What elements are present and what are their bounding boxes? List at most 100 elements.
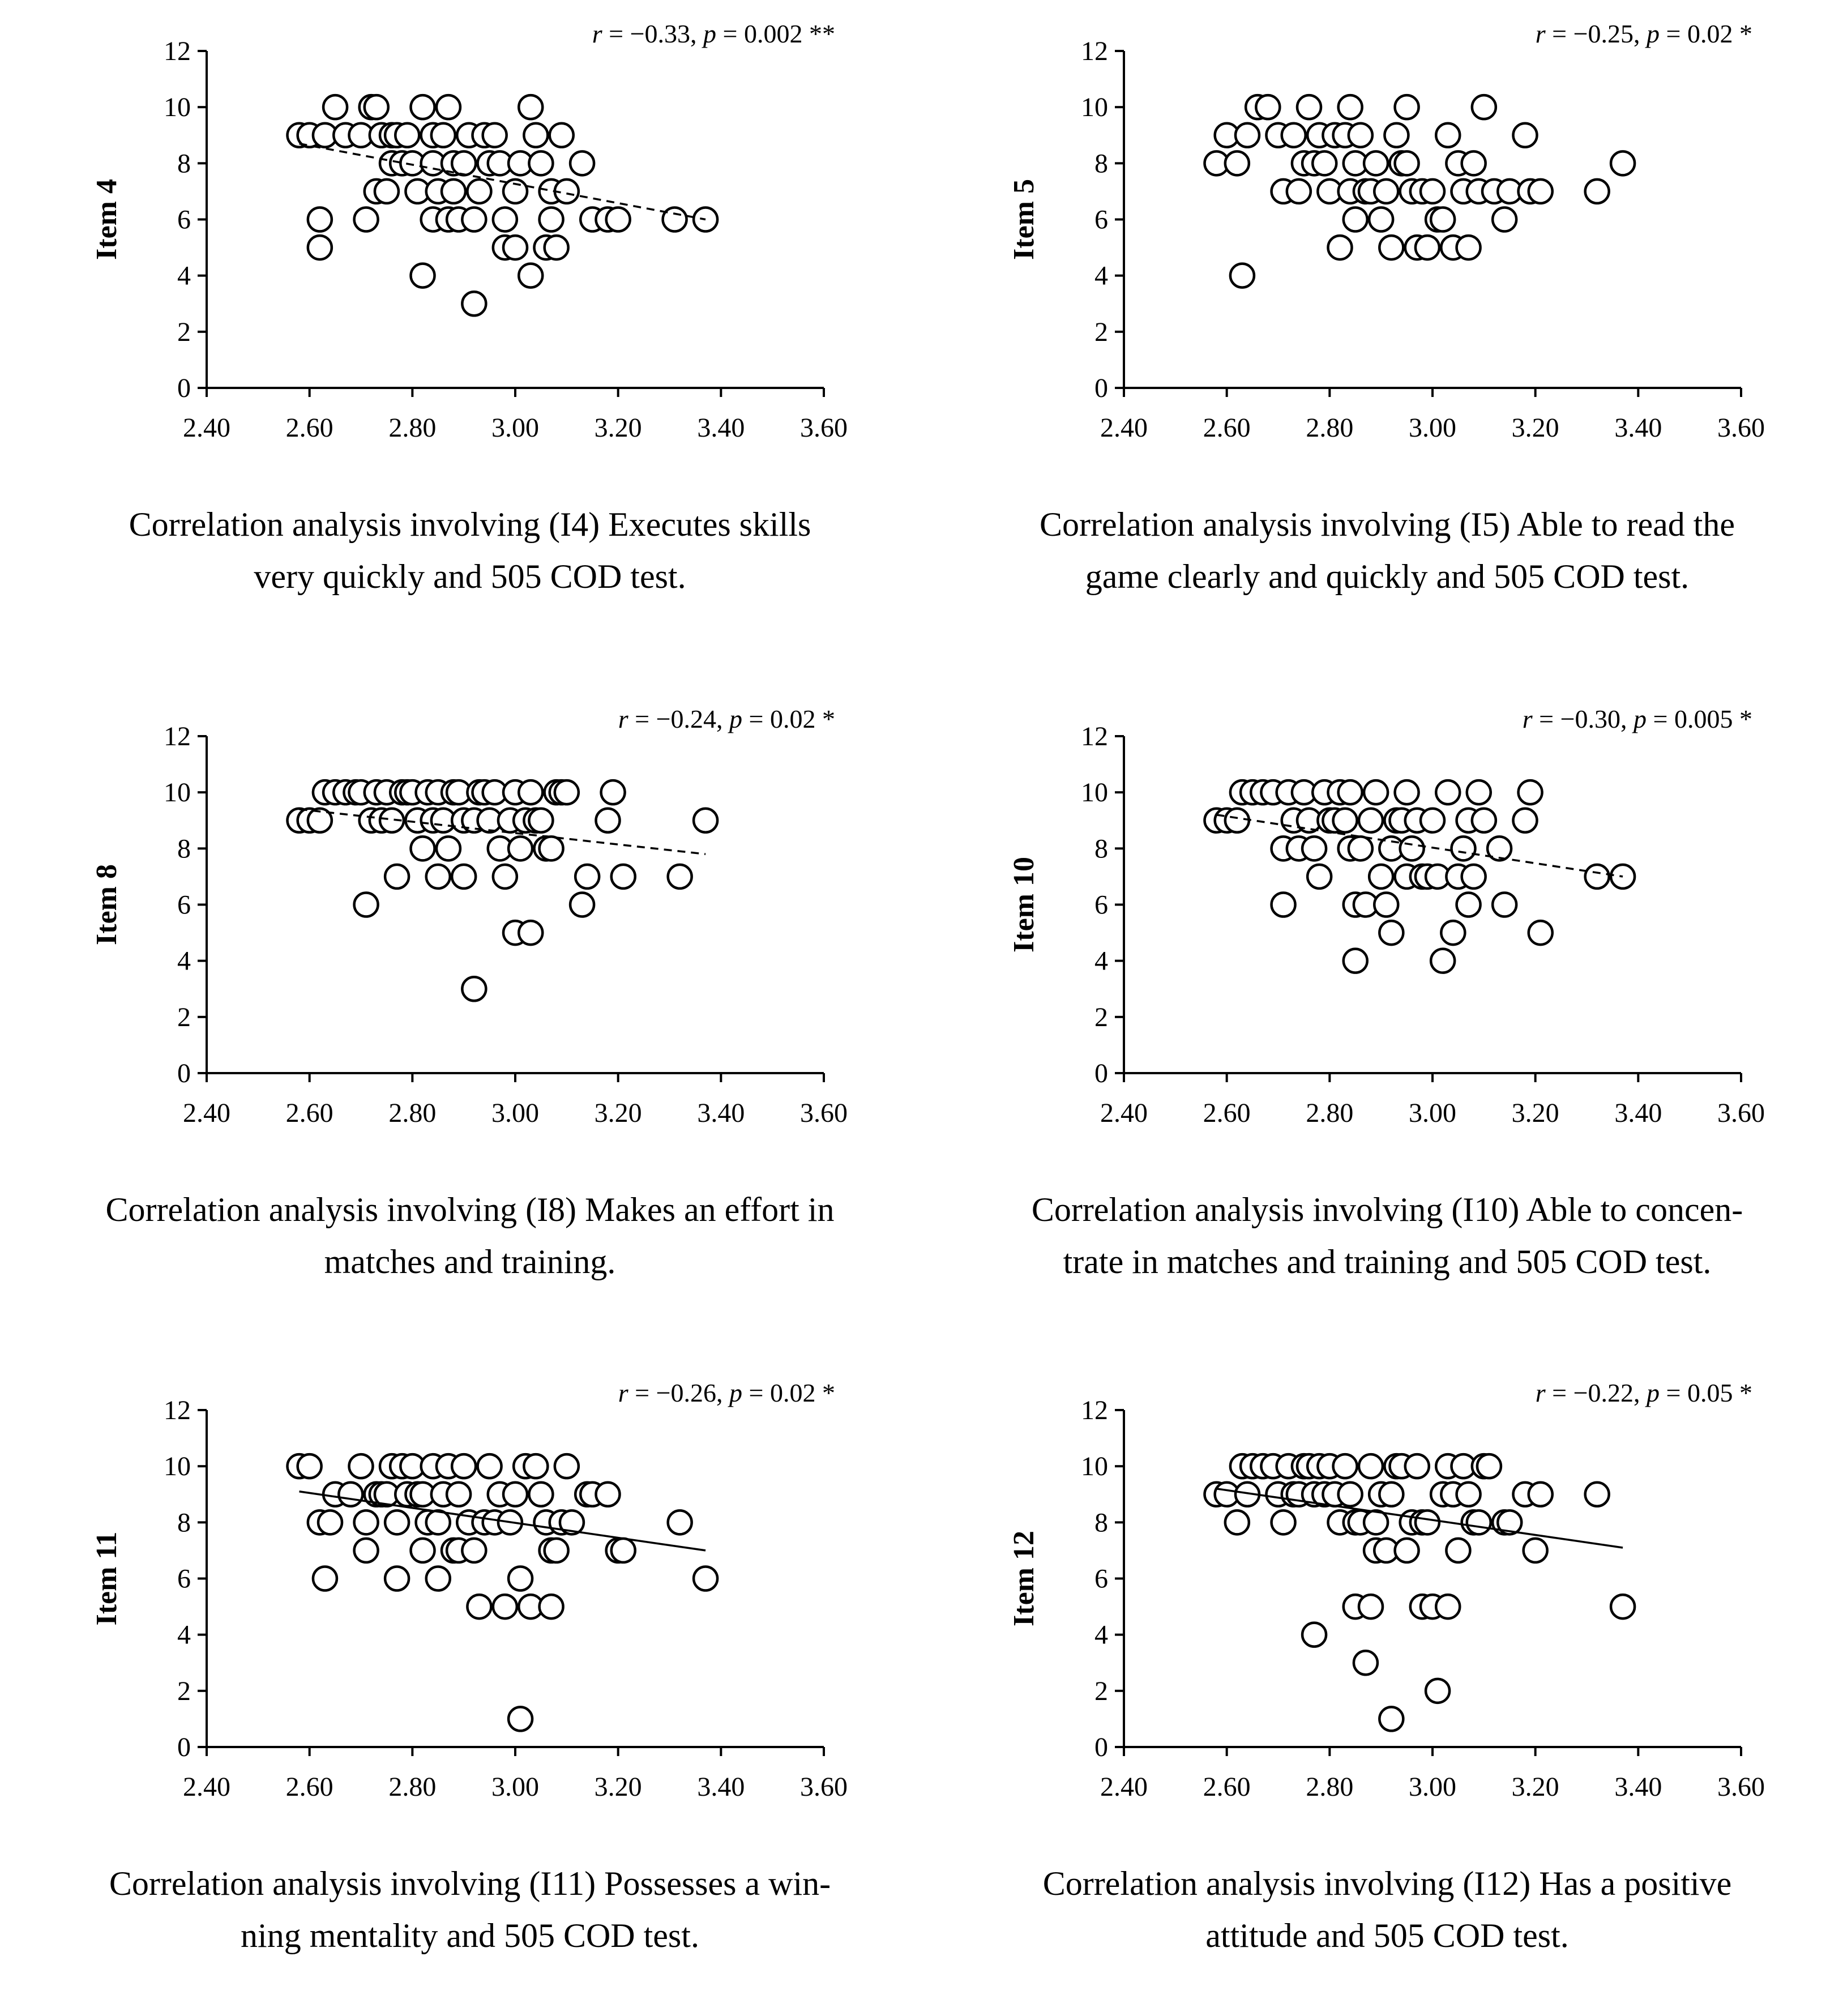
y-axis-label: Item 11 <box>91 1531 123 1625</box>
data-point <box>692 807 719 834</box>
data-point <box>1424 1677 1451 1705</box>
x-tick-label: 3.40 <box>697 1772 745 1802</box>
y-tick-label: 8 <box>177 834 191 864</box>
data-point <box>502 234 529 261</box>
data-point <box>666 1509 693 1536</box>
data-point <box>1332 807 1358 834</box>
x-tick-label: 2.40 <box>1100 413 1148 443</box>
chart-panel-item11: 0 2 4 6 8 10 12 2.40 2.60 2.80 3.00 3.20 3.40 3.60 Ite… <box>17 1370 923 2016</box>
data-point <box>450 150 477 177</box>
data-point <box>348 1453 374 1480</box>
y-tick-label: 10 <box>1081 778 1108 808</box>
y-tick-label: 10 <box>1081 92 1108 122</box>
x-tick-label: 3.00 <box>1409 413 1456 443</box>
data-point <box>425 1509 451 1536</box>
caption-line-1: Correlation analysis involving (I12) Has… <box>1042 1865 1732 1902</box>
data-point <box>553 1453 580 1480</box>
data-point <box>553 779 580 806</box>
x-tick-label: 2.40 <box>1100 1098 1148 1128</box>
data-point <box>610 863 636 890</box>
caption-line-2: very quickly and 505 COD test. <box>254 558 686 595</box>
data-point <box>605 206 631 233</box>
data-point <box>337 1481 364 1507</box>
data-point <box>1455 234 1482 261</box>
x-tick-label: 2.80 <box>1306 413 1353 443</box>
data-point <box>523 1453 549 1480</box>
data-point <box>1429 947 1456 974</box>
data-point <box>1357 807 1384 834</box>
data-point <box>1609 150 1636 177</box>
x-tick-label: 3.20 <box>1512 1772 1559 1802</box>
y-tick-label: 12 <box>164 36 191 66</box>
data-point <box>1295 93 1323 121</box>
y-tick-label: 10 <box>1081 1451 1108 1481</box>
data-point <box>1357 1593 1384 1620</box>
data-point <box>1465 1509 1492 1536</box>
data-point <box>538 1593 565 1620</box>
stat-symbol: r <box>1536 1378 1546 1407</box>
correlation-annotation: r = −0.30, p = 0.005 * <box>1523 704 1752 733</box>
stat-symbol: p <box>1632 704 1647 733</box>
caption-item8: Correlation analysis involving (I8) Make… <box>17 1184 923 1288</box>
y-tick-label: 10 <box>164 778 191 808</box>
data-point <box>353 206 379 233</box>
data-point <box>440 178 467 205</box>
y-tick-label: 10 <box>164 92 191 122</box>
x-tick-label: 3.40 <box>1614 413 1662 443</box>
chart-panel-item10: 0 2 4 6 8 10 12 2.40 2.60 2.80 3.00 3.20 3.40 3.60 Ite… <box>934 697 1840 1342</box>
data-point <box>1378 1481 1405 1507</box>
data-point <box>1224 150 1251 177</box>
data-point <box>518 779 544 806</box>
data-point <box>461 976 488 1002</box>
data-point <box>1378 1706 1405 1732</box>
trendline <box>299 142 706 221</box>
x-tick-label: 3.60 <box>1717 413 1765 443</box>
caption-item11: Correlation analysis involving (I11) Pos… <box>17 1857 923 1962</box>
y-tick-label: 4 <box>177 1620 191 1650</box>
x-tick-label: 3.20 <box>595 413 642 443</box>
data-point <box>1491 891 1518 918</box>
stat-value: = −0.22, <box>1546 1378 1647 1407</box>
data-point <box>1367 863 1395 890</box>
data-point <box>538 206 565 233</box>
data-point <box>1373 891 1400 918</box>
x-tick-label: 3.60 <box>800 1772 848 1802</box>
data-point <box>409 1537 436 1564</box>
data-point <box>518 93 544 121</box>
data-point <box>595 1481 621 1507</box>
data-point <box>1470 807 1498 834</box>
data-point <box>353 1509 379 1536</box>
data-point <box>461 1537 488 1564</box>
data-point <box>296 1453 323 1480</box>
data-point <box>466 1593 493 1620</box>
data-point <box>1337 1481 1363 1507</box>
data-point <box>322 93 349 121</box>
scatter-chart-item8: 0 2 4 6 8 10 12 2.40 2.60 2.80 3.00 3.20 3.40 3.60 Ite… <box>91 704 848 1128</box>
data-point <box>1527 919 1554 946</box>
y-tick-label: 8 <box>177 148 191 178</box>
data-point <box>502 178 529 205</box>
x-tick-label: 2.40 <box>183 1098 230 1128</box>
data-point <box>1609 863 1636 890</box>
y-tick-label: 0 <box>177 1732 191 1762</box>
x-tick-label: 3.60 <box>1717 1098 1765 1128</box>
data-point <box>1512 122 1538 148</box>
data-point <box>394 122 421 148</box>
data-point <box>518 262 544 289</box>
data-point <box>1301 835 1328 862</box>
data-point <box>1470 93 1498 121</box>
data-point <box>568 150 596 177</box>
y-tick-label: 12 <box>1081 1395 1108 1425</box>
data-point <box>1393 1537 1420 1564</box>
data-point <box>1342 947 1369 974</box>
data-point <box>1367 206 1395 233</box>
data-point <box>425 863 451 890</box>
data-point <box>1362 1509 1389 1536</box>
data-point <box>692 1565 719 1592</box>
data-point <box>507 1565 534 1592</box>
data-point <box>1373 178 1400 205</box>
data-point <box>1280 122 1307 148</box>
caption-line-2: attitude and 505 COD test. <box>1205 1917 1569 1954</box>
correlation-annotation: r = −0.25, p = 0.02 * <box>1536 19 1752 48</box>
y-tick-label: 8 <box>1094 1507 1108 1537</box>
